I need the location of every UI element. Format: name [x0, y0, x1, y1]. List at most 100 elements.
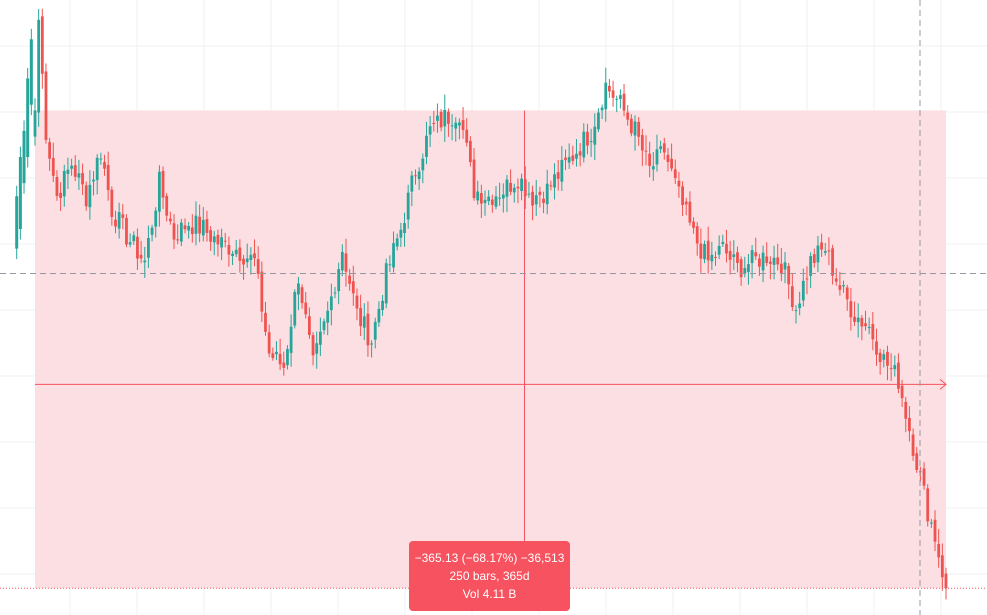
measure-volume-text: Vol 4.11 B [462, 587, 517, 601]
candle-body [143, 260, 147, 263]
candle-body [490, 199, 494, 205]
candle-body [886, 351, 889, 366]
candle-body [809, 256, 813, 276]
candle-body [201, 219, 205, 236]
candle-body [406, 192, 410, 220]
candle-body [750, 250, 754, 264]
candle-body [121, 214, 125, 218]
candle-body [747, 264, 750, 272]
candle-body [615, 98, 619, 100]
candle-body [534, 195, 538, 205]
candle-body [875, 341, 878, 355]
candle-body [725, 243, 728, 254]
candle-body [706, 240, 710, 261]
candle-body [245, 258, 249, 263]
candle-body [333, 292, 337, 294]
candle-body [300, 287, 304, 304]
candle-body [81, 173, 84, 185]
candle-body [147, 238, 150, 258]
candle-body [238, 247, 242, 261]
candle-body [790, 286, 794, 307]
candle-body [307, 316, 311, 336]
candle-body [523, 179, 527, 197]
candle-body [465, 129, 469, 143]
candle-body [297, 283, 300, 295]
candle-body [359, 307, 363, 327]
candle-body [399, 229, 403, 238]
candle-body [501, 194, 505, 199]
candle-body [622, 93, 626, 111]
candle-body [103, 162, 106, 169]
candle-body [194, 215, 198, 234]
candle-body [33, 110, 37, 137]
candle-body [545, 183, 549, 205]
candle-body [44, 71, 48, 140]
candle-body [29, 39, 33, 105]
candle-body [527, 193, 531, 195]
candle-body [688, 201, 692, 223]
candle-body [864, 323, 867, 327]
candle-body [73, 165, 77, 177]
candle-body [234, 249, 238, 255]
candle-body [768, 261, 772, 264]
candle-body [651, 166, 655, 170]
candle-body [179, 222, 183, 242]
candle-body [106, 164, 110, 191]
measure-range-box [35, 110, 946, 589]
candle-body [439, 111, 443, 128]
candle-body [589, 141, 593, 143]
candle-body [512, 187, 516, 193]
candle-body [593, 126, 597, 145]
candle-body [454, 122, 458, 129]
candle-body [242, 258, 245, 265]
candle-body [509, 182, 513, 192]
candle-body [421, 158, 425, 171]
candle-body [55, 176, 59, 197]
candle-body [670, 158, 674, 169]
candle-body [150, 227, 154, 235]
candle-body [820, 242, 824, 250]
candle-body [443, 109, 447, 127]
candle-body [348, 275, 352, 284]
candle-body [472, 159, 476, 199]
candle-body [904, 401, 908, 419]
candle-body [556, 172, 560, 179]
candle-body [900, 385, 904, 399]
candle-body [304, 302, 308, 315]
candle-body [633, 121, 637, 136]
candle-body [926, 488, 930, 522]
candle-body [878, 352, 882, 363]
candle-body [289, 326, 293, 353]
candle-body [805, 278, 809, 280]
candle-body [136, 236, 139, 259]
candle-body [772, 257, 776, 265]
candle-body [315, 343, 319, 354]
candle-body [26, 78, 30, 158]
candle-body [922, 468, 926, 486]
candle-body [586, 131, 589, 146]
candle-body [231, 253, 234, 256]
candle-body [549, 185, 553, 187]
candle-body [604, 82, 608, 110]
candle-body [893, 365, 897, 370]
candle-body [432, 123, 436, 125]
candle-body [461, 120, 465, 130]
candle-body [662, 143, 666, 153]
candle-body [154, 210, 158, 227]
candle-body [933, 519, 937, 542]
candle-body [37, 19, 41, 113]
candle-body [15, 196, 19, 249]
candle-body [944, 573, 948, 589]
candle-body [812, 254, 816, 264]
candle-body [882, 354, 886, 360]
candle-body [889, 368, 893, 370]
candle-body [776, 257, 780, 265]
candle-body [758, 258, 761, 267]
candle-body [132, 235, 136, 242]
candle-body [458, 122, 461, 126]
candle-body [520, 178, 523, 192]
candle-body [721, 241, 725, 245]
candle-body [403, 223, 406, 234]
